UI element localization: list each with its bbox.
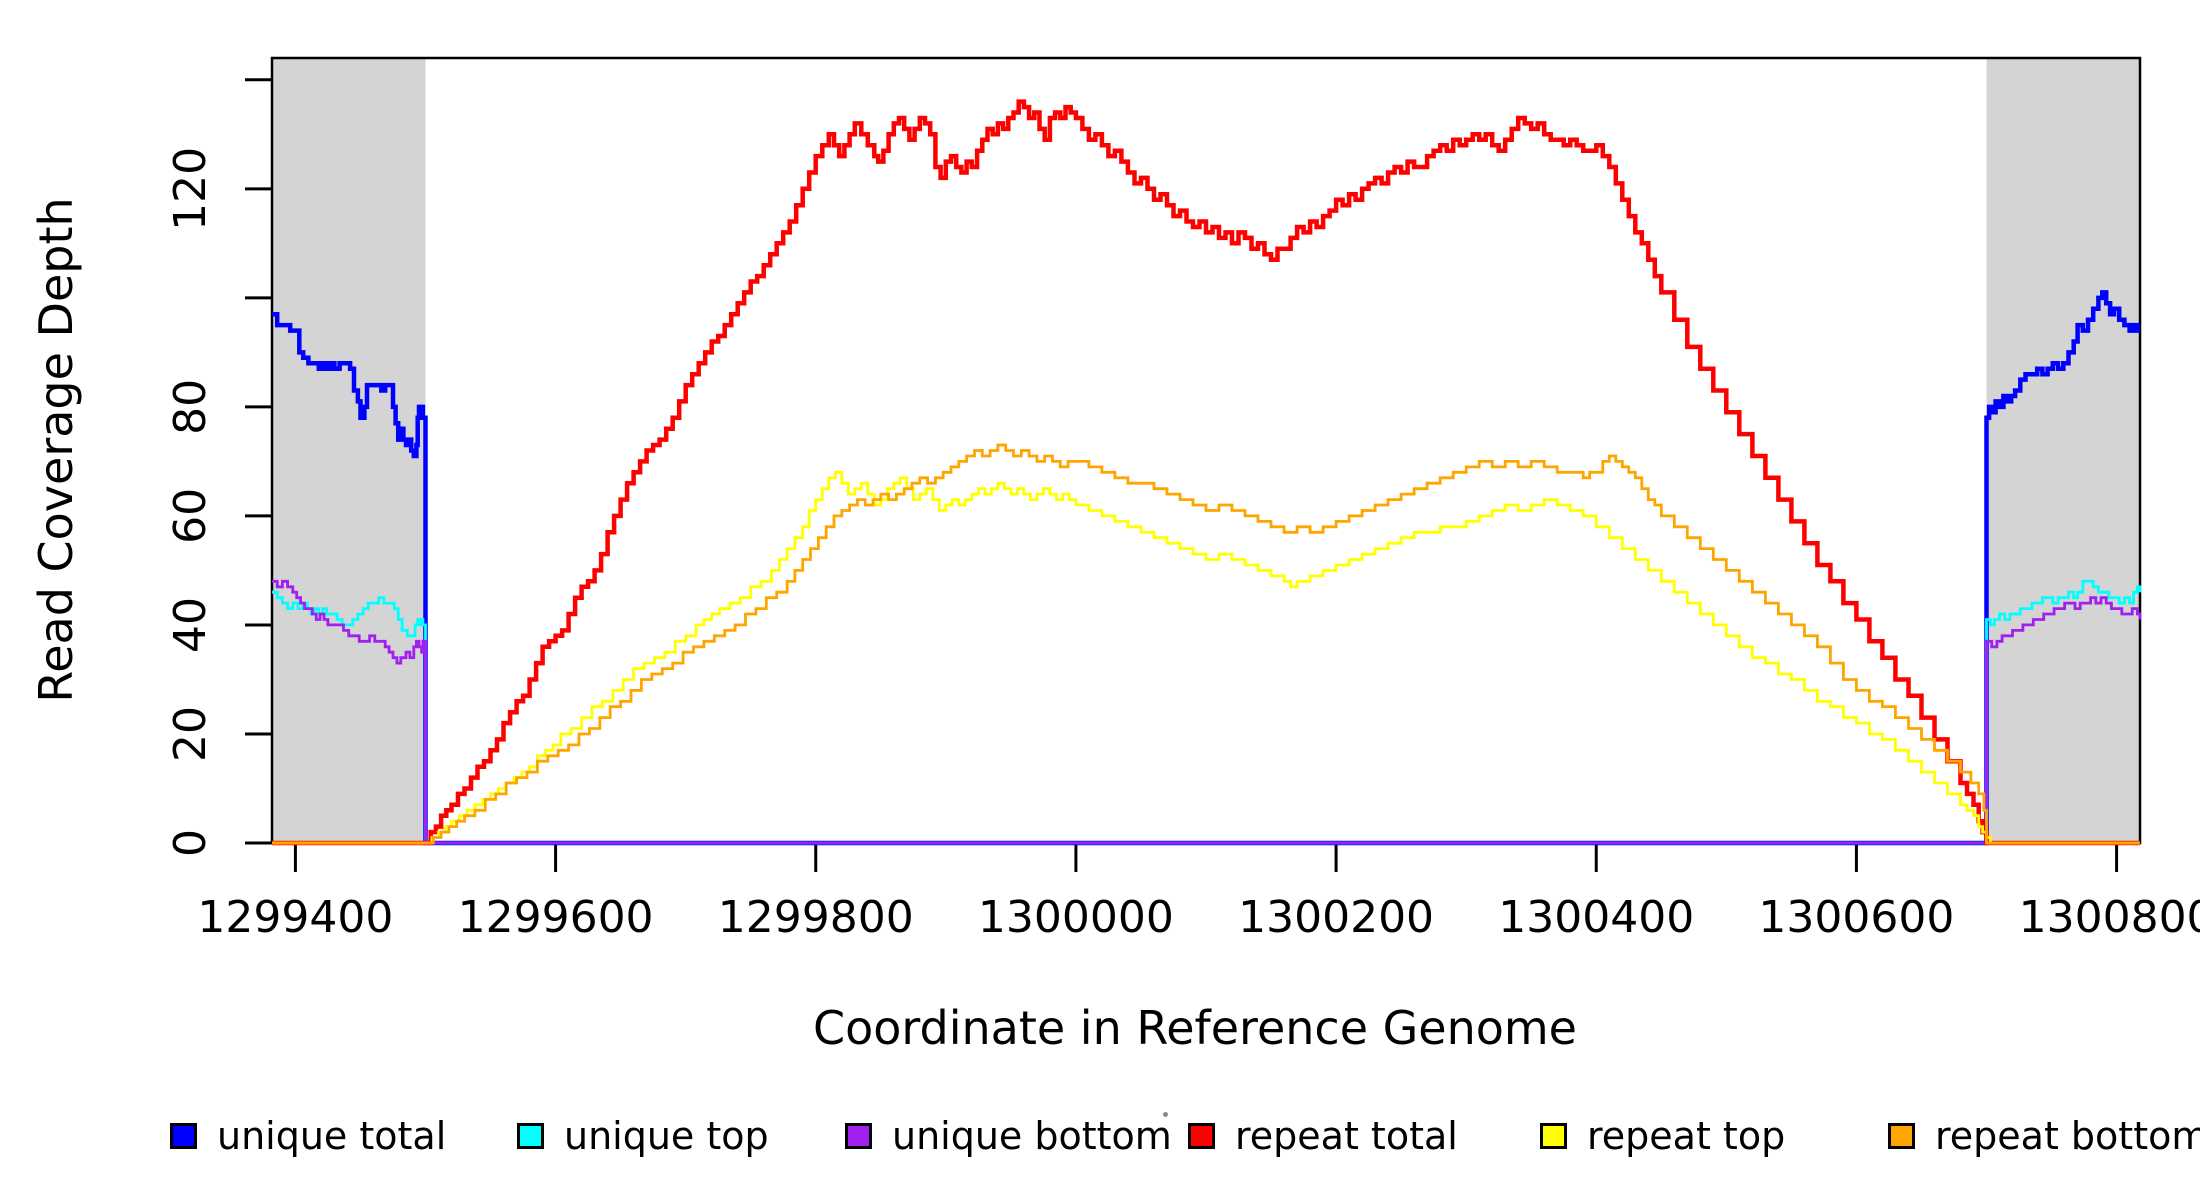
legend-item-unique-top: unique top bbox=[517, 1114, 769, 1158]
shaded-region-right-flank bbox=[1986, 58, 2140, 843]
legend: unique total unique top unique bottom repea… bbox=[0, 1106, 2200, 1166]
legend-item-unique-total: unique total bbox=[170, 1114, 446, 1158]
axes: 0 20 40 60 80 120 1299400 1299600 1299800 1300000… bbox=[165, 78, 2200, 943]
stray-dot-artifact bbox=[1163, 1112, 1168, 1117]
legend-label: unique bottom bbox=[892, 1114, 1172, 1158]
series-repeat-bottom bbox=[272, 443, 2140, 845]
legend-item-repeat-top: repeat top bbox=[1540, 1114, 1785, 1158]
legend-label: repeat top bbox=[1587, 1114, 1786, 1158]
series-repeat-top bbox=[272, 470, 2140, 845]
x-axis-tick-label: 1300200 bbox=[1238, 892, 1434, 943]
x-axis-tick-label: 1299400 bbox=[197, 892, 393, 943]
legend-swatch-repeat-top bbox=[1540, 1123, 1567, 1149]
legend-label: repeat bottom bbox=[1935, 1114, 2200, 1158]
x-axis-tick-label: 1300400 bbox=[1498, 892, 1694, 943]
legend-swatch-repeat-bottom bbox=[1888, 1123, 1915, 1149]
x-axis-tick-label: 1300800 bbox=[2019, 892, 2200, 943]
series-lines bbox=[272, 99, 2142, 846]
legend-item-repeat-total: repeat total bbox=[1188, 1114, 1458, 1158]
legend-swatch-unique-bottom bbox=[845, 1123, 872, 1149]
series-unique-total bbox=[272, 290, 2140, 846]
y-axis-tick-label: 60 bbox=[165, 488, 216, 544]
legend-item-unique-bottom: unique bottom bbox=[845, 1114, 1172, 1158]
plot-border-box bbox=[270, 56, 2142, 845]
series-unique-bottom bbox=[272, 579, 2142, 845]
legend-label: repeat total bbox=[1235, 1114, 1458, 1158]
shaded-region-left-flank bbox=[272, 58, 426, 843]
x-axis-title: Coordinate in Reference Genome bbox=[813, 1001, 1577, 1055]
legend-swatch-repeat-total bbox=[1188, 1123, 1215, 1149]
x-axis-tick-label: 1300600 bbox=[1758, 892, 1954, 943]
x-axis-tick-label: 1299600 bbox=[458, 892, 654, 943]
legend-swatch-unique-top bbox=[517, 1123, 544, 1149]
series-repeat-total bbox=[272, 99, 2140, 846]
legend-label: unique top bbox=[564, 1114, 769, 1158]
legend-swatch-unique-total bbox=[170, 1123, 197, 1149]
y-axis-tick-label: 40 bbox=[165, 597, 216, 653]
legend-item-repeat-bottom: repeat bottom bbox=[1888, 1114, 2200, 1158]
x-axis-tick-label: 1299800 bbox=[718, 892, 914, 943]
y-axis-tick-label: 120 bbox=[165, 147, 216, 231]
y-axis-tick-label: 80 bbox=[165, 379, 216, 435]
legend-label: unique total bbox=[217, 1114, 447, 1158]
shaded-flank-regions bbox=[272, 58, 2140, 843]
x-axis-tick-label: 1300000 bbox=[978, 892, 1174, 943]
y-axis-tick-label: 20 bbox=[165, 706, 216, 762]
y-axis-title: Read Coverage Depth bbox=[29, 197, 83, 702]
y-axis-tick-label: 0 bbox=[165, 829, 216, 857]
